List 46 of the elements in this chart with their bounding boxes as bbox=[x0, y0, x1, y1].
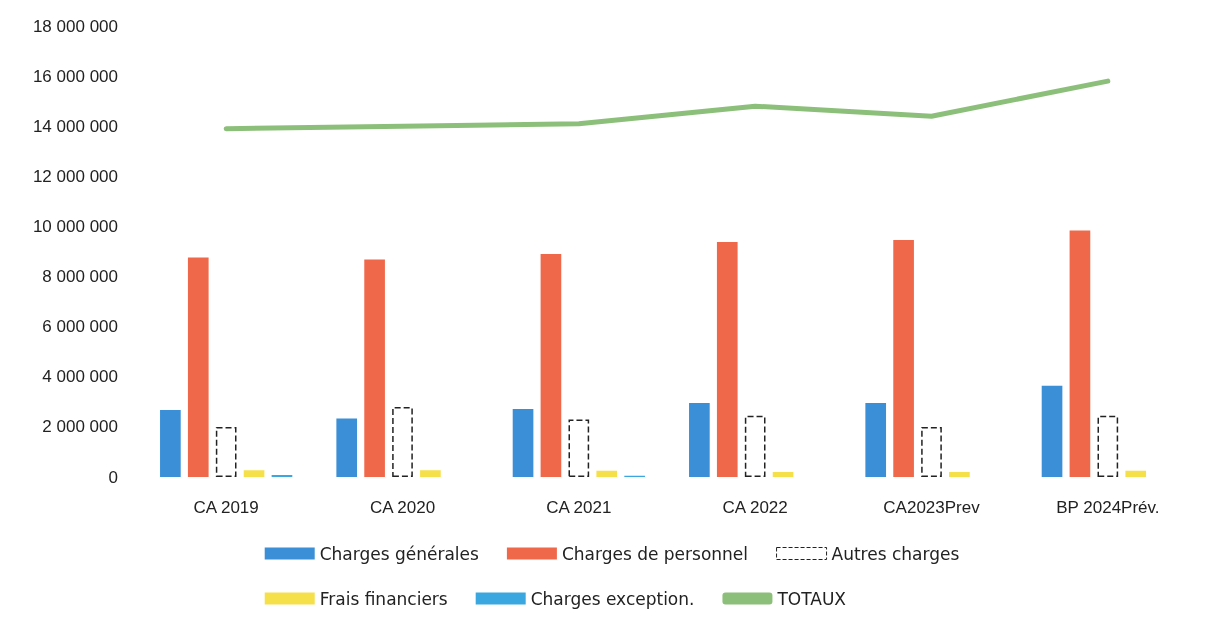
bar bbox=[893, 239, 914, 477]
x-tick-label: BP 2024Prév. bbox=[1056, 498, 1160, 517]
bar bbox=[744, 415, 766, 477]
bar bbox=[689, 403, 710, 477]
y-tick-label: 14 000 000 bbox=[32, 116, 118, 136]
legend-label: Charges générales bbox=[319, 543, 480, 564]
bar bbox=[865, 403, 887, 477]
x-tick-label: CA 2022 bbox=[722, 498, 788, 517]
bar bbox=[772, 471, 794, 477]
bar bbox=[336, 418, 358, 477]
legend-label: Charges de personnel bbox=[561, 543, 749, 564]
bar bbox=[215, 426, 237, 477]
bar bbox=[160, 410, 181, 477]
legend-label: Autres charges bbox=[831, 543, 960, 564]
x-tick-label: CA 2021 bbox=[546, 498, 612, 517]
bar bbox=[512, 409, 534, 477]
x-tick-label: CA 2019 bbox=[193, 498, 259, 517]
y-tick-label: 18 000 000 bbox=[32, 16, 118, 36]
x-tick-label: CA2023Prev bbox=[883, 498, 981, 517]
bar bbox=[921, 426, 942, 477]
y-tick-label: 6 000 000 bbox=[42, 317, 118, 337]
bar bbox=[596, 470, 618, 477]
bar bbox=[187, 257, 209, 477]
y-tick-label: 0 bbox=[108, 467, 118, 487]
legend-label: Charges exception. bbox=[530, 588, 695, 609]
bar bbox=[364, 259, 385, 477]
bar bbox=[949, 471, 970, 477]
y-tick-label: 16 000 000 bbox=[32, 66, 118, 86]
y-tick-label: 2 000 000 bbox=[42, 417, 118, 437]
bar bbox=[1125, 470, 1147, 477]
bar bbox=[1097, 415, 1119, 477]
bar bbox=[1069, 230, 1091, 477]
bar bbox=[568, 419, 590, 477]
bar bbox=[1041, 385, 1063, 477]
bar bbox=[420, 470, 441, 477]
y-tick-label: 4 000 000 bbox=[42, 367, 118, 387]
y-tick-label: 10 000 000 bbox=[32, 216, 118, 236]
legend-label: TOTAUX bbox=[776, 588, 847, 609]
legend-label: Frais financiers bbox=[319, 588, 448, 609]
bar bbox=[716, 241, 738, 477]
bar bbox=[392, 407, 413, 477]
y-tick-label: 12 000 000 bbox=[32, 166, 118, 186]
y-tick-label: 8 000 000 bbox=[42, 267, 118, 287]
bar bbox=[540, 254, 562, 477]
bar bbox=[243, 470, 265, 477]
x-tick-label: CA 2020 bbox=[369, 498, 436, 517]
